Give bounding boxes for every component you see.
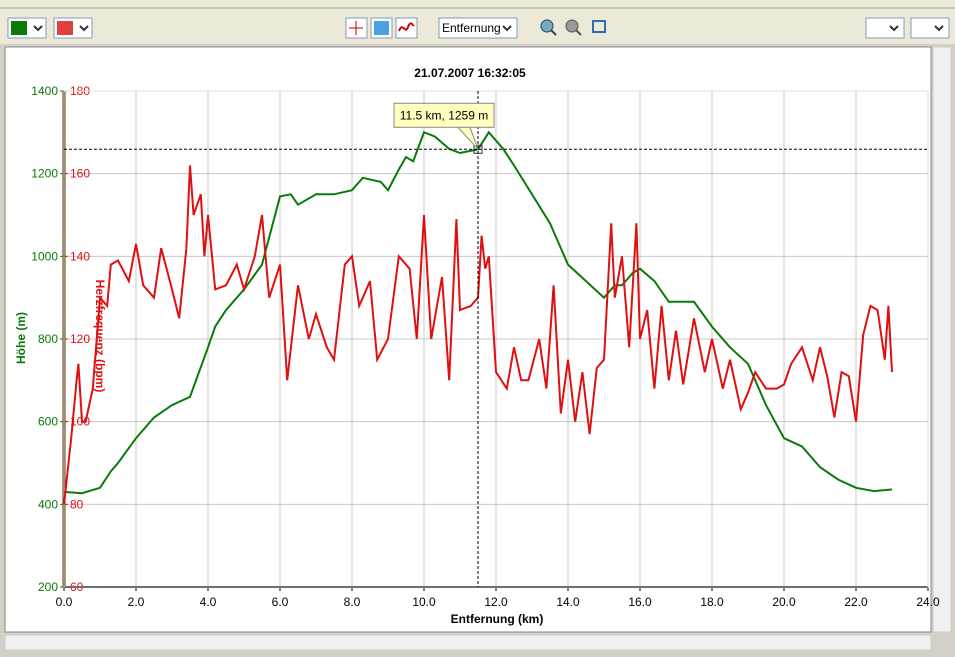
y2-tick-label: 100 [70,415,90,429]
plot-border [63,90,929,588]
x-tick-label: 10.0 [412,595,436,609]
grid-button[interactable] [370,17,393,39]
x-tick-label: 14.0 [556,595,580,609]
x-tick-label: 0.0 [56,595,73,609]
y-tick-label: 1000 [31,249,58,263]
x-tick-label: 12.0 [484,595,508,609]
crosshair-marker [473,144,483,154]
plot-area: 0.0 2.0 4.0 6.0 8.0 10.0 12.0 14.0 16.0 18.0 20.0 2… [31,84,940,609]
x-axis-title: Entfernung (km) [451,612,544,626]
color-picker-green[interactable] [7,17,47,39]
y2-axis-title: Herzfrequenz (bpm) [93,280,107,393]
view-select-text: Entfernung [442,21,501,35]
x-tick-label: 20.0 [772,595,796,609]
x-tick-label: 18.0 [700,595,724,609]
y2-tick-label: 140 [70,249,90,263]
view-select[interactable]: Entfernung [438,17,518,39]
x-tick-label: 24.0 [916,595,940,609]
series-line [63,165,893,505]
fit-button[interactable] [592,20,606,33]
y-tick-label: 1200 [31,167,58,181]
x-tick-label: 8.0 [344,595,361,609]
x-tick-label: 22.0 [844,595,868,609]
chart-title: 21.07.2007 16:32:05 [414,66,526,80]
y2-tick-label: 80 [70,497,84,511]
y-tick-label: 600 [38,415,58,429]
curve-button[interactable] [395,17,418,39]
horizontal-scrollbar[interactable] [4,634,932,651]
zoom-out-button[interactable] [565,19,582,36]
y2-tick-label: 120 [70,332,90,346]
x-tick-label: 16.0 [628,595,652,609]
y2-tick-label: 160 [70,167,90,181]
vertical-scrollbar[interactable] [932,46,952,633]
y-axis-title: Höhe (m) [14,312,28,364]
y-tick-label: 400 [38,497,58,511]
zoom-in-button[interactable] [540,19,557,36]
crosshair-button[interactable] [345,17,368,39]
annotation-pointer [457,126,479,150]
y-tick-label: 800 [38,332,58,346]
x-tick-label: 2.0 [128,595,145,609]
annotation: 11.5 km, 1259 m [400,108,489,122]
annotation-box [393,102,495,128]
right-select-2[interactable] [910,17,950,39]
x-tick-label: 4.0 [200,595,217,609]
y-tick-label: 200 [38,580,58,594]
color-picker-red[interactable] [53,17,93,39]
right-select-1[interactable] [865,17,905,39]
y-tick-label: 1400 [31,84,58,98]
x-tick-label: 6.0 [272,595,289,609]
